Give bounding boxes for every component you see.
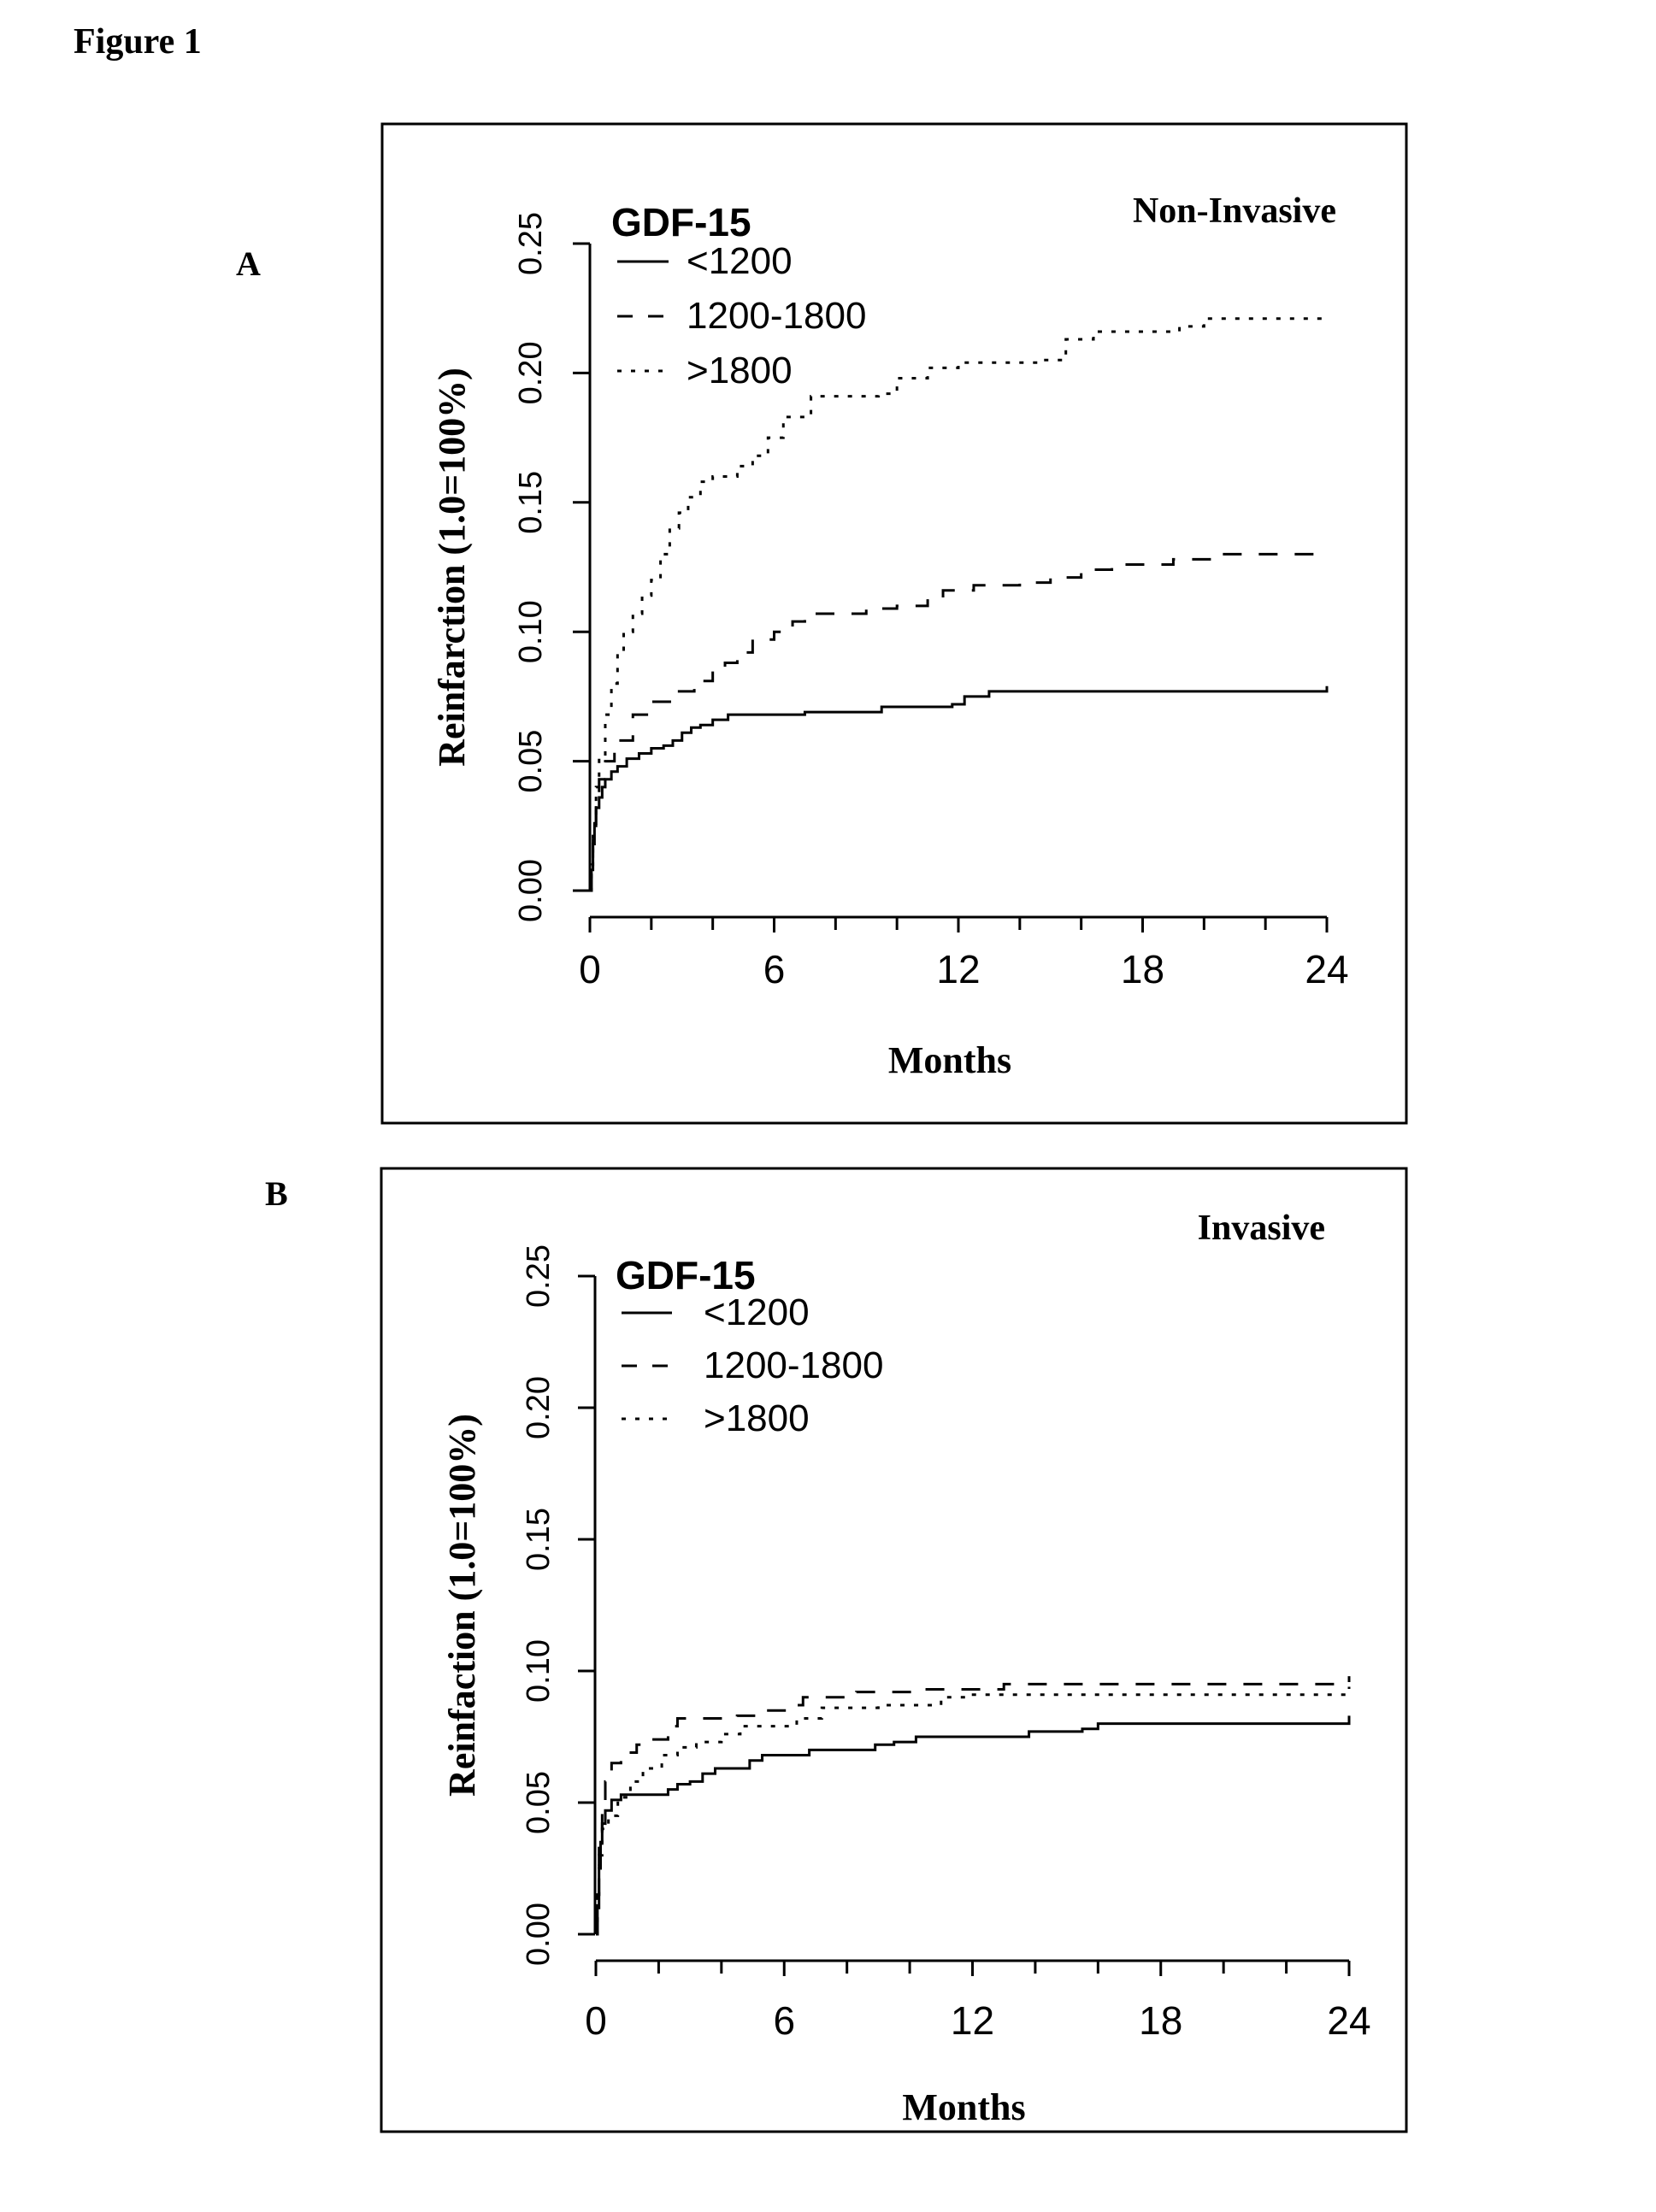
x-tick-label: 18 [1121,947,1164,991]
x-tick-label: 6 [763,947,786,991]
x-tick-label: 24 [1327,1998,1370,2043]
legend-label: 1200-1800 [687,295,866,337]
x-tick-label: 24 [1305,947,1348,991]
y-tick-label: 0.15 [513,471,549,534]
y-tick-label: 0.00 [513,859,549,922]
series-dotted-line [596,1686,1351,1936]
y-tick-label: 0.10 [513,600,549,663]
figure-title: Figure 1 [74,22,202,62]
y-tick-label: 0.20 [521,1376,557,1439]
legend-label: <1200 [687,240,793,282]
panel-label: B [265,1174,288,1213]
y-axis-title: Reinfarction (1.0=100%) [431,368,473,767]
series-solid-line [590,685,1329,892]
panel-a: A Non-Invasive GDF-15 <1200 1200-1800 >180… [236,122,1408,1125]
series-dashed-line [596,1676,1351,1936]
series-solid-line [596,1715,1351,1936]
curves [596,1676,1351,1936]
x-tick-label: 0 [585,1998,607,2043]
series-dashed-line [590,552,1327,892]
y-tick-label: 0.10 [521,1639,557,1703]
legend-label: >1800 [704,1397,810,1439]
x-axis-title: Months [888,1039,1011,1081]
y-tick-label: 0.00 [521,1903,557,1966]
panel-frame [380,1167,1408,2133]
y-tick-label: 0.05 [521,1771,557,1834]
panel-b: B Invasive GDF-15 <1200 1200-1800 >1800 0.… [265,1167,1408,2133]
y-axis-title: Reinfaction (1.0=100%) [441,1414,483,1797]
legend: <1200 1200-1800 >1800 [617,240,866,391]
panel-title: Non-Invasive [1133,191,1336,231]
x-tick-label: 12 [936,947,980,991]
panel-label: A [236,244,261,283]
series-dotted-line [590,317,1327,892]
legend-title: GDF-15 [616,1253,756,1297]
y-tick-label: 0.25 [521,1244,557,1308]
y-tick-label: 0.25 [513,212,549,275]
panel-frame [380,122,1408,1125]
legend-label: >1800 [687,350,793,391]
x-tick-label: 12 [951,1998,994,2043]
axes: 0.00 0.05 0.10 0.15 0.20 0.25 0 6 12 18 24 [513,212,1349,991]
curves [590,317,1329,892]
x-tick-label: 6 [773,1998,795,2043]
x-tick-label: 18 [1139,1998,1182,2043]
y-tick-label: 0.15 [521,1508,557,1571]
legend-title: GDF-15 [611,200,751,244]
panel-title: Invasive [1198,1209,1325,1248]
axes: 0.00 0.05 0.10 0.15 0.20 0.25 0 6 12 18 24 [521,1244,1371,2043]
legend-label: <1200 [704,1291,810,1333]
x-axis-title: Months [902,2086,1025,2128]
legend-label: 1200-1800 [704,1344,883,1386]
y-tick-label: 0.20 [513,341,549,404]
legend: <1200 1200-1800 >1800 [622,1291,883,1439]
y-tick-label: 0.05 [513,730,549,793]
x-tick-label: 0 [579,947,601,991]
